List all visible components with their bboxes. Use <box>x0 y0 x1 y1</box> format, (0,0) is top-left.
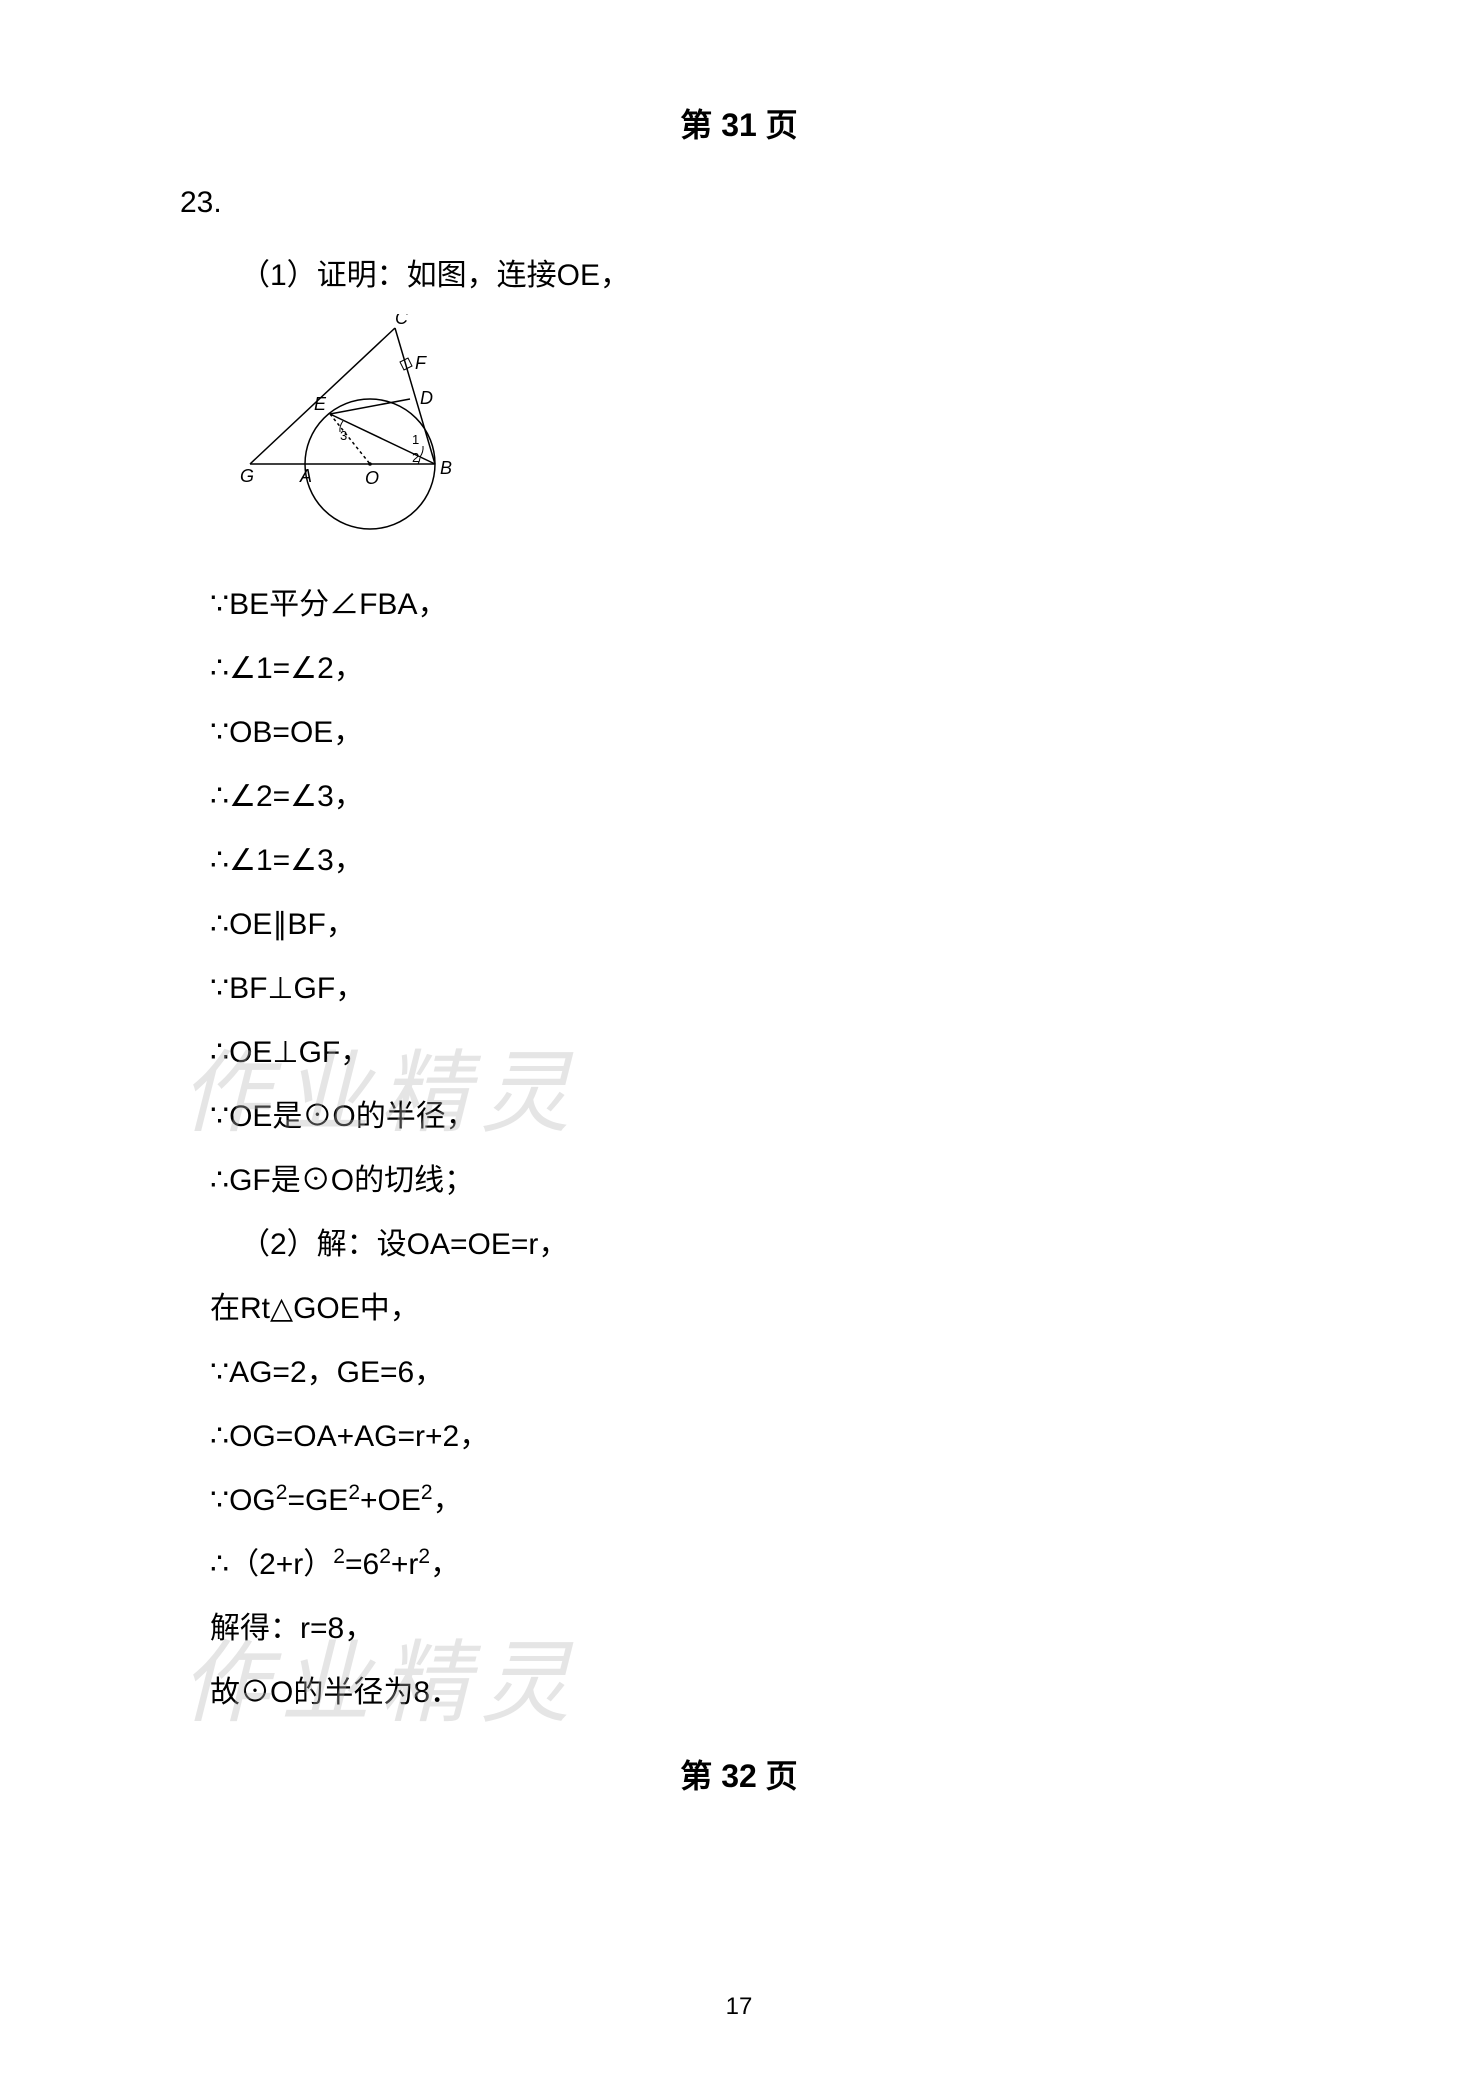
solve-line: 在Rt△GOE中， <box>210 1283 1298 1327</box>
label-d: D <box>420 388 433 408</box>
label-angle3: 3 <box>340 428 347 443</box>
solve-line: ∵OG2=GE2+OE2， <box>210 1475 1298 1519</box>
label-o: O <box>365 468 379 488</box>
label-g: G <box>240 466 254 486</box>
label-e: E <box>314 394 327 414</box>
label-a: A <box>299 466 312 486</box>
problem-number: 23. <box>180 186 1298 220</box>
proof-line: ∵BF⊥GF， <box>210 963 1298 1007</box>
label-b: B <box>440 458 452 478</box>
page-title: 第 31 页 <box>180 100 1298 146</box>
proof-line: ∴∠2=∠3， <box>210 771 1298 815</box>
part2-header: （2）解：设OA=OE=r， <box>240 1219 1298 1263</box>
label-c: C <box>395 314 409 328</box>
proof-line: ∴∠1=∠3， <box>210 835 1298 879</box>
proof-line: ∴∠1=∠2， <box>210 643 1298 687</box>
proof-line: ∴OE∥BF， <box>210 899 1298 943</box>
solve-line: ∴（2+r）2=62+r2， <box>210 1539 1298 1583</box>
proof-line: ∵OE是⊙O的半径， <box>210 1091 1298 1135</box>
solve-line: 故⊙O的半径为8． <box>210 1667 1298 1711</box>
solve-line: ∴OG=OA+AG=r+2， <box>210 1411 1298 1455</box>
part1-header: （1）证明：如图，连接OE， <box>240 250 1298 294</box>
proof-line: ∵BE平分∠FBA， <box>210 579 1298 623</box>
proof-line: ∴GF是⊙O的切线； <box>210 1155 1298 1199</box>
geometry-diagram: C F D E G A O B 1 2 3 <box>240 314 1298 549</box>
label-angle1: 1 <box>412 432 419 447</box>
label-f: F <box>415 353 427 373</box>
page-footer: 17 <box>0 1993 1478 2021</box>
next-page-title: 第 32 页 <box>180 1751 1298 1797</box>
proof-line: ∵OB=OE， <box>210 707 1298 751</box>
proof-line: ∴OE⊥GF， <box>210 1027 1298 1071</box>
solve-line: 解得：r=8， <box>210 1603 1298 1647</box>
solve-line: ∵AG=2，GE=6， <box>210 1347 1298 1391</box>
